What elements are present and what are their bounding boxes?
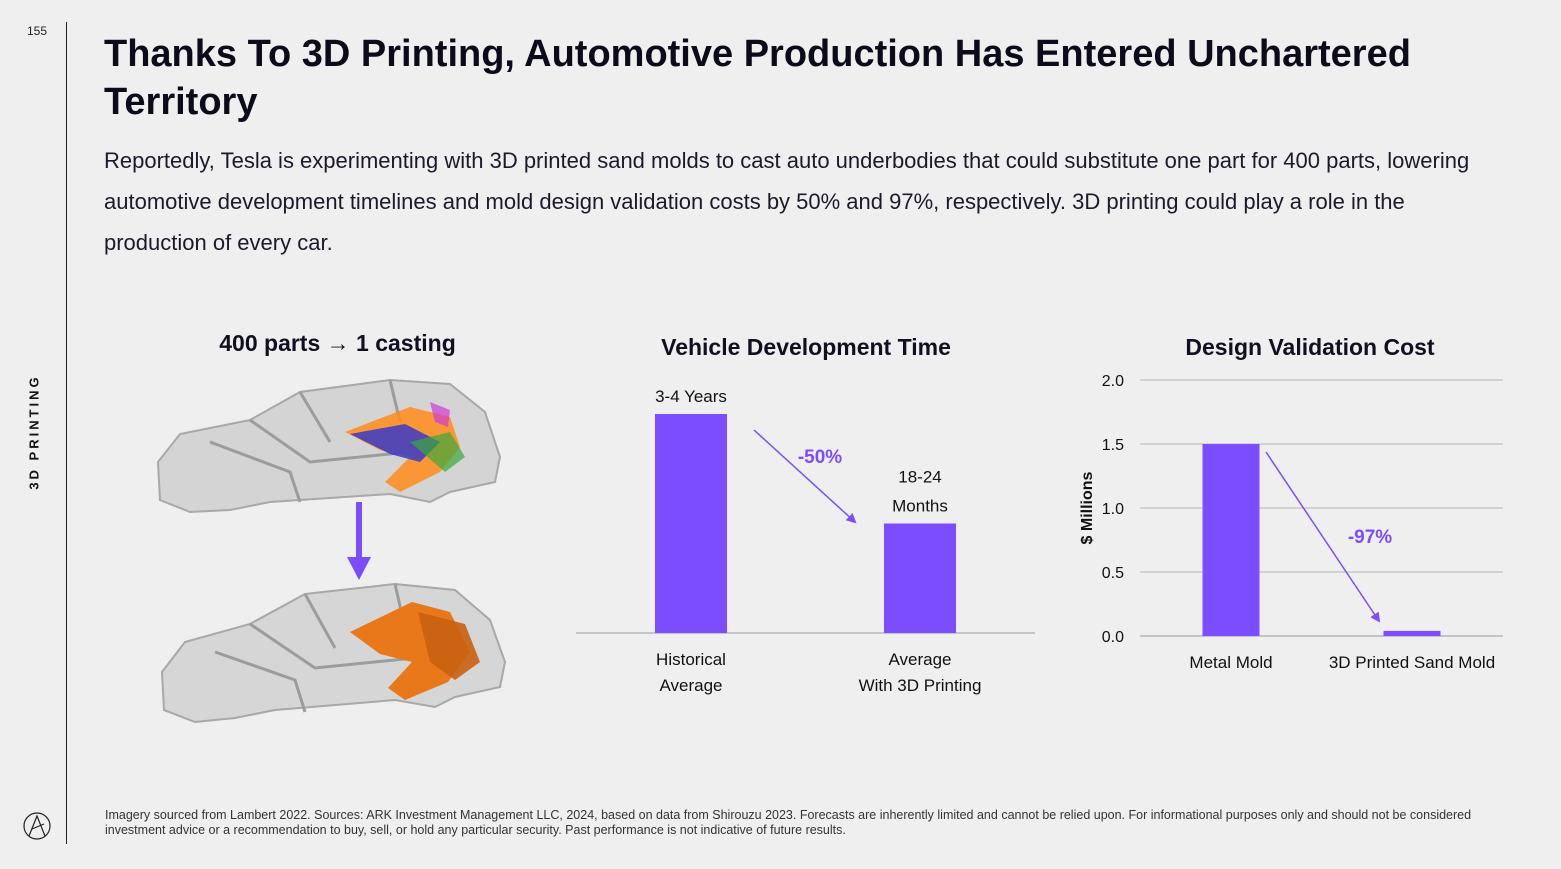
chart-title-validation-cost: Design Validation Cost (1185, 334, 1435, 360)
data-label-3d-line1: 18-24 (898, 468, 941, 487)
chart-title-development-time: Vehicle Development Time (661, 334, 951, 360)
bar-average-with-3d-printing (884, 523, 956, 633)
bar-metal-mold (1202, 444, 1260, 636)
reduction-annotation: -97% (1348, 527, 1392, 548)
page-number: 155 (27, 24, 48, 38)
category-label-historical-line1: Historical (656, 650, 726, 669)
transition-arrow-icon (347, 502, 371, 580)
y-tick-label: 0.0 (1102, 629, 1124, 646)
y-axis-label: $ Millions (1079, 471, 1096, 544)
category-label-3d-sand-mold: 3D Printed Sand Mold (1329, 653, 1495, 672)
data-label-historical: 3-4 Years (655, 387, 727, 406)
category-label-metal-mold: Metal Mold (1189, 653, 1272, 672)
footnote: Imagery sourced from Lambert 2022. Sourc… (105, 808, 1472, 837)
car-frame-after (160, 582, 507, 724)
category-label-3d-line2: With 3D Printing (859, 676, 982, 695)
validation-cost-chart: 0.0 0.5 1.0 1.5 2.0 $ Millions Metal Mold 3D… (1079, 373, 1503, 672)
car-frame-before (156, 378, 502, 514)
category-label-3d-line1: Average (888, 650, 951, 669)
intro-paragraph: Reportedly, Tesla is experimenting with … (104, 148, 1470, 255)
car-casting-illustration (156, 378, 507, 724)
reduction-arrow (1265, 451, 1381, 623)
data-label-3d-line2: Months (892, 497, 948, 516)
section-label: 3D PRINTING (26, 374, 42, 490)
vertical-divider (66, 22, 67, 844)
reduction-annotation: -50% (798, 447, 842, 468)
ark-logo-icon (23, 812, 51, 840)
development-time-chart: 3-4 Years 18-24 Months Historical Averag… (576, 387, 1035, 695)
y-tick-label: 0.5 (1102, 565, 1124, 582)
y-tick-label: 1.5 (1102, 437, 1124, 454)
bar-3d-printed-sand-mold (1383, 630, 1441, 636)
bar-historical-average (655, 414, 727, 633)
category-label-historical-line2: Average (659, 676, 722, 695)
y-tick-label: 1.0 (1102, 501, 1124, 518)
page-title: Thanks To 3D Printing, Automotive Produc… (104, 33, 1411, 123)
y-tick-label: 2.0 (1102, 373, 1124, 390)
image-title: 400 parts → 1 casting (219, 330, 456, 356)
reduction-arrow (753, 429, 857, 524)
